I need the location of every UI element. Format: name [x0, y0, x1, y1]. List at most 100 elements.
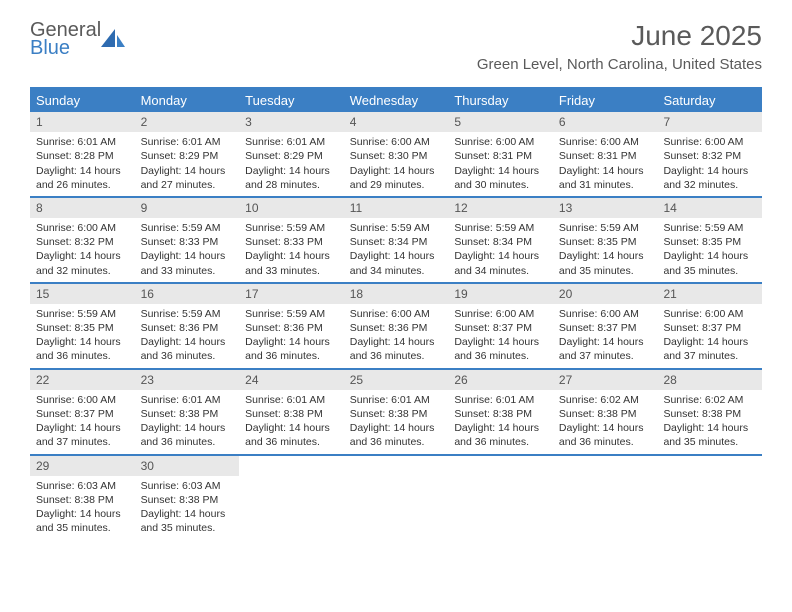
day-daylight1: Daylight: 14 hours — [454, 421, 547, 435]
day-sunset: Sunset: 8:37 PM — [663, 321, 756, 335]
day-daylight2: and 33 minutes. — [141, 264, 234, 278]
day-cell: 9Sunrise: 5:59 AMSunset: 8:33 PMDaylight… — [135, 198, 240, 282]
day-number: 14 — [657, 198, 762, 218]
day-number: 12 — [448, 198, 553, 218]
day-number: 13 — [553, 198, 658, 218]
day-number: 8 — [30, 198, 135, 218]
day-number: 17 — [239, 284, 344, 304]
day-body: Sunrise: 6:00 AMSunset: 8:31 PMDaylight:… — [448, 132, 553, 196]
day-daylight1: Daylight: 14 hours — [350, 421, 443, 435]
day-body: Sunrise: 6:00 AMSunset: 8:30 PMDaylight:… — [344, 132, 449, 196]
day-daylight2: and 36 minutes. — [454, 435, 547, 449]
day-cell: 18Sunrise: 6:00 AMSunset: 8:36 PMDayligh… — [344, 284, 449, 368]
day-sunset: Sunset: 8:29 PM — [141, 149, 234, 163]
day-cell: 16Sunrise: 5:59 AMSunset: 8:36 PMDayligh… — [135, 284, 240, 368]
day-body: Sunrise: 6:01 AMSunset: 8:29 PMDaylight:… — [135, 132, 240, 196]
day-sunset: Sunset: 8:38 PM — [141, 493, 234, 507]
day-daylight1: Daylight: 14 hours — [454, 249, 547, 263]
day-sunset: Sunset: 8:29 PM — [245, 149, 338, 163]
day-daylight2: and 36 minutes. — [36, 349, 129, 363]
day-cell: 8Sunrise: 6:00 AMSunset: 8:32 PMDaylight… — [30, 198, 135, 282]
weeks-container: 1Sunrise: 6:01 AMSunset: 8:28 PMDaylight… — [30, 112, 762, 539]
day-sunset: Sunset: 8:31 PM — [559, 149, 652, 163]
day-cell: 1Sunrise: 6:01 AMSunset: 8:28 PMDaylight… — [30, 112, 135, 196]
day-sunset: Sunset: 8:36 PM — [141, 321, 234, 335]
day-daylight1: Daylight: 14 hours — [141, 507, 234, 521]
day-sunset: Sunset: 8:37 PM — [454, 321, 547, 335]
week-row: 29Sunrise: 6:03 AMSunset: 8:38 PMDayligh… — [30, 454, 762, 540]
week-row: 22Sunrise: 6:00 AMSunset: 8:37 PMDayligh… — [30, 368, 762, 454]
day-number: 30 — [135, 456, 240, 476]
day-sunrise: Sunrise: 5:59 AM — [245, 307, 338, 321]
day-daylight1: Daylight: 14 hours — [663, 335, 756, 349]
day-cell: 10Sunrise: 5:59 AMSunset: 8:33 PMDayligh… — [239, 198, 344, 282]
day-sunset: Sunset: 8:32 PM — [663, 149, 756, 163]
day-sunrise: Sunrise: 6:00 AM — [454, 135, 547, 149]
day-number: 27 — [553, 370, 658, 390]
empty-cell — [553, 456, 658, 540]
day-daylight2: and 35 minutes. — [36, 521, 129, 535]
day-daylight1: Daylight: 14 hours — [350, 164, 443, 178]
day-number: 29 — [30, 456, 135, 476]
empty-cell — [448, 456, 553, 540]
day-number: 2 — [135, 112, 240, 132]
day-cell: 3Sunrise: 6:01 AMSunset: 8:29 PMDaylight… — [239, 112, 344, 196]
day-sunrise: Sunrise: 6:00 AM — [559, 307, 652, 321]
day-daylight1: Daylight: 14 hours — [559, 249, 652, 263]
day-daylight1: Daylight: 14 hours — [141, 335, 234, 349]
day-sunrise: Sunrise: 5:59 AM — [350, 221, 443, 235]
day-number: 6 — [553, 112, 658, 132]
dayhead-wednesday: Wednesday — [344, 89, 449, 112]
title-block: June 2025 Green Level, North Carolina, U… — [477, 20, 762, 73]
day-number: 10 — [239, 198, 344, 218]
day-body: Sunrise: 5:59 AMSunset: 8:35 PMDaylight:… — [657, 218, 762, 282]
day-daylight2: and 34 minutes. — [350, 264, 443, 278]
day-sunrise: Sunrise: 6:00 AM — [350, 135, 443, 149]
day-body: Sunrise: 6:01 AMSunset: 8:29 PMDaylight:… — [239, 132, 344, 196]
day-cell: 15Sunrise: 5:59 AMSunset: 8:35 PMDayligh… — [30, 284, 135, 368]
day-cell: 14Sunrise: 5:59 AMSunset: 8:35 PMDayligh… — [657, 198, 762, 282]
day-daylight2: and 36 minutes. — [245, 349, 338, 363]
day-sunset: Sunset: 8:30 PM — [350, 149, 443, 163]
day-daylight2: and 26 minutes. — [36, 178, 129, 192]
day-daylight2: and 36 minutes. — [454, 349, 547, 363]
day-daylight1: Daylight: 14 hours — [350, 335, 443, 349]
day-daylight2: and 37 minutes. — [663, 349, 756, 363]
day-daylight1: Daylight: 14 hours — [559, 164, 652, 178]
day-sunset: Sunset: 8:38 PM — [245, 407, 338, 421]
day-body: Sunrise: 6:00 AMSunset: 8:31 PMDaylight:… — [553, 132, 658, 196]
day-sunrise: Sunrise: 6:00 AM — [559, 135, 652, 149]
day-cell: 23Sunrise: 6:01 AMSunset: 8:38 PMDayligh… — [135, 370, 240, 454]
day-sunset: Sunset: 8:37 PM — [36, 407, 129, 421]
day-daylight2: and 33 minutes. — [245, 264, 338, 278]
day-sunset: Sunset: 8:36 PM — [245, 321, 338, 335]
day-daylight1: Daylight: 14 hours — [559, 421, 652, 435]
day-daylight1: Daylight: 14 hours — [36, 507, 129, 521]
day-sunrise: Sunrise: 6:01 AM — [36, 135, 129, 149]
day-daylight2: and 27 minutes. — [141, 178, 234, 192]
day-number: 18 — [344, 284, 449, 304]
day-cell: 25Sunrise: 6:01 AMSunset: 8:38 PMDayligh… — [344, 370, 449, 454]
empty-cell — [344, 456, 449, 540]
dayhead-monday: Monday — [135, 89, 240, 112]
day-sunrise: Sunrise: 5:59 AM — [559, 221, 652, 235]
day-daylight2: and 29 minutes. — [350, 178, 443, 192]
day-number: 24 — [239, 370, 344, 390]
day-body: Sunrise: 6:01 AMSunset: 8:28 PMDaylight:… — [30, 132, 135, 196]
day-cell: 27Sunrise: 6:02 AMSunset: 8:38 PMDayligh… — [553, 370, 658, 454]
day-sunrise: Sunrise: 5:59 AM — [141, 307, 234, 321]
day-sunrise: Sunrise: 6:01 AM — [141, 135, 234, 149]
day-sunrise: Sunrise: 5:59 AM — [36, 307, 129, 321]
day-sunrise: Sunrise: 6:00 AM — [454, 307, 547, 321]
day-body: Sunrise: 5:59 AMSunset: 8:35 PMDaylight:… — [30, 304, 135, 368]
dayhead-saturday: Saturday — [657, 89, 762, 112]
day-number: 5 — [448, 112, 553, 132]
day-daylight1: Daylight: 14 hours — [245, 249, 338, 263]
day-cell: 28Sunrise: 6:02 AMSunset: 8:38 PMDayligh… — [657, 370, 762, 454]
day-body: Sunrise: 6:00 AMSunset: 8:37 PMDaylight:… — [448, 304, 553, 368]
day-daylight2: and 37 minutes. — [559, 349, 652, 363]
day-body: Sunrise: 6:02 AMSunset: 8:38 PMDaylight:… — [553, 390, 658, 454]
day-cell: 12Sunrise: 5:59 AMSunset: 8:34 PMDayligh… — [448, 198, 553, 282]
week-row: 8Sunrise: 6:00 AMSunset: 8:32 PMDaylight… — [30, 196, 762, 282]
day-sunrise: Sunrise: 5:59 AM — [245, 221, 338, 235]
